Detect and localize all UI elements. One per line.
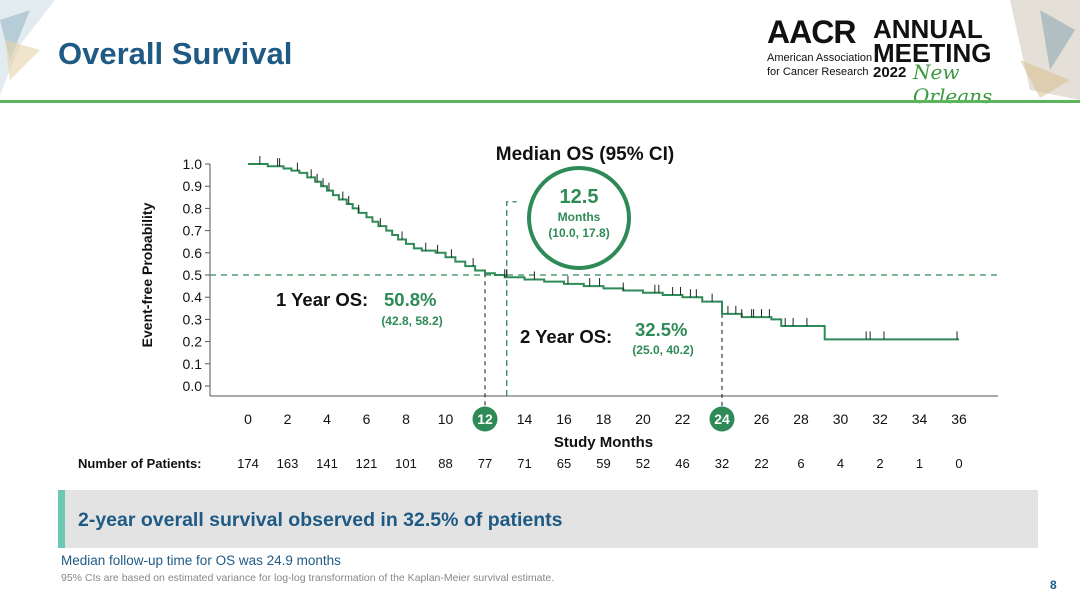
median-unit: Months <box>558 210 601 224</box>
y-tick-label: 0.3 <box>183 311 203 327</box>
two-year-os-value: 32.5% <box>635 319 687 340</box>
x-tick-label: 16 <box>556 411 572 427</box>
two-year-os-label: 2 Year OS: <box>520 326 612 347</box>
y-tick-label: 0.7 <box>183 223 203 239</box>
y-tick-label: 0.8 <box>183 200 203 216</box>
km-chart: 0.00.10.20.30.40.50.60.70.80.91.00 2 4 6 8 10… <box>78 144 998 471</box>
x-tick-label: 36 <box>951 411 967 427</box>
corner-decoration-right <box>1010 0 1080 100</box>
y-tick-label: 0.0 <box>183 378 203 394</box>
at-risk-value: 141 <box>316 456 338 471</box>
at-risk-value: 101 <box>395 456 417 471</box>
x-tick-label: 22 <box>675 411 691 427</box>
y-tick-label: 0.6 <box>183 245 203 261</box>
one-year-os-value: 50.8% <box>384 289 436 310</box>
y-tick-label: 0.2 <box>183 334 203 350</box>
at-risk-value: 163 <box>277 456 299 471</box>
at-risk-value: 52 <box>636 456 650 471</box>
header-divider <box>0 100 1080 103</box>
at-risk-value: 174 <box>237 456 259 471</box>
x-tick-label: 30 <box>833 411 849 427</box>
ci-footnote: 95% CIs are based on estimated variance … <box>61 572 555 584</box>
at-risk-value: 6 <box>797 456 804 471</box>
x-tick-label: 12 <box>477 411 493 427</box>
x-tick-label: 18 <box>596 411 612 427</box>
at-risk-value: 4 <box>837 456 844 471</box>
at-risk-value: 32 <box>715 456 729 471</box>
key-finding-banner: 2-year overall survival observed in 32.5… <box>58 490 1038 548</box>
logo-brand: AACR <box>767 14 856 50</box>
at-risk-value: 1 <box>916 456 923 471</box>
x-tick-label: 4 <box>323 411 331 427</box>
at-risk-value: 121 <box>356 456 378 471</box>
slide-header: Overall Survival AACR American Associati… <box>0 0 1080 108</box>
logo-year: 2022 <box>873 64 907 81</box>
x-tick-label: 8 <box>402 411 410 427</box>
at-risk-value: 88 <box>438 456 452 471</box>
x-tick-label: 26 <box>754 411 770 427</box>
x-tick-label: 24 <box>714 411 730 427</box>
median-value: 12.5 <box>560 186 599 208</box>
survival-curve <box>248 163 959 341</box>
y-axis-label: Event-free Probability <box>139 202 155 347</box>
x-tick-label: 28 <box>793 411 809 427</box>
x-axis-label: Study Months <box>554 434 653 451</box>
median-title: Median OS (95% CI) <box>496 144 674 165</box>
logo-org-line1: American Association <box>767 52 873 64</box>
y-tick-label: 0.1 <box>183 356 203 372</box>
y-tick-label: 0.5 <box>183 267 203 283</box>
banner-text: 2-year overall survival observed in 32.5… <box>78 509 563 531</box>
at-risk-value: 0 <box>955 456 962 471</box>
at-risk-value: 22 <box>754 456 768 471</box>
page-title: Overall Survival <box>58 36 293 71</box>
corner-decoration-left <box>0 0 55 95</box>
x-tick-label: 10 <box>438 411 454 427</box>
x-tick-label: 14 <box>517 411 533 427</box>
at-risk-value: 77 <box>478 456 492 471</box>
y-tick-label: 1.0 <box>183 156 203 172</box>
at-risk-value: 2 <box>876 456 883 471</box>
aacr-logo: AACR American Association for Cancer Res… <box>765 14 1005 108</box>
followup-note: Median follow-up time for OS was 24.9 mo… <box>61 553 341 568</box>
at-risk-value: 46 <box>675 456 689 471</box>
at-risk-label: Number of Patients: <box>78 456 202 471</box>
logo-annual: ANNUAL <box>873 14 983 44</box>
median-circle <box>527 166 631 270</box>
banner-accent-bar <box>58 490 65 548</box>
at-risk-value: 71 <box>517 456 531 471</box>
two-year-os-ci: (25.0, 40.2) <box>632 343 693 357</box>
y-tick-label: 0.4 <box>183 289 203 305</box>
one-year-os-label: 1 Year OS: <box>276 289 368 310</box>
x-tick-label: 2 <box>284 411 292 427</box>
page-number: 8 <box>1050 578 1057 592</box>
highlighted-tick-circle <box>709 406 735 432</box>
median-drop-line <box>506 201 517 396</box>
logo-meeting: MEETING <box>873 38 992 68</box>
logo-city: New Orleans <box>913 60 993 108</box>
x-tick-label: 20 <box>635 411 651 427</box>
highlighted-tick-circle <box>472 406 498 432</box>
logo-org-line2: for Cancer Research <box>767 66 869 78</box>
x-tick-label: 6 <box>363 411 371 427</box>
y-tick-label: 0.9 <box>183 178 203 194</box>
one-year-os-ci: (42.8, 58.2) <box>381 314 442 328</box>
at-risk-value: 59 <box>596 456 610 471</box>
median-ci: (10.0, 17.8) <box>548 226 609 240</box>
at-risk-value: 65 <box>557 456 571 471</box>
x-tick-label: 34 <box>912 411 928 427</box>
x-tick-label: 0 <box>244 411 252 427</box>
x-tick-label: 32 <box>872 411 888 427</box>
